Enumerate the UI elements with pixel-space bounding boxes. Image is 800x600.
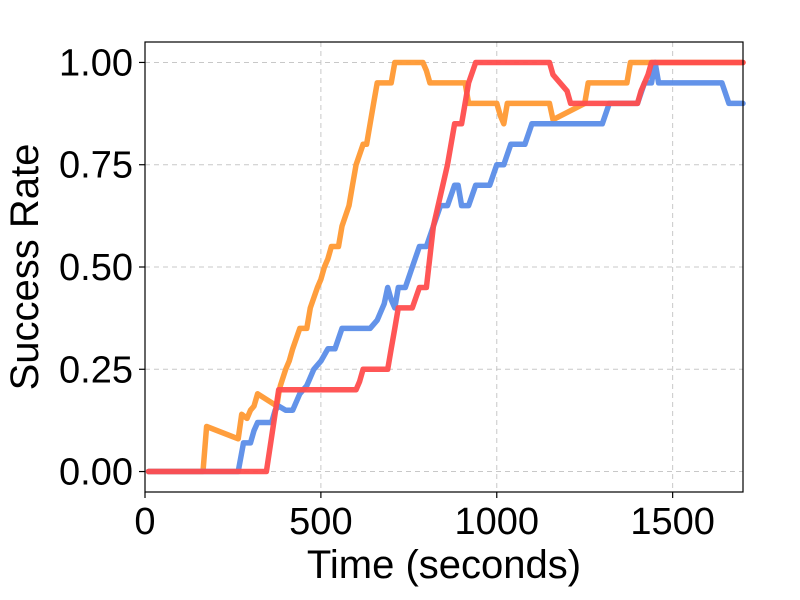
y-tick-label: 0.00: [59, 452, 133, 494]
axis-ticks: 0 500 1000 1500 0.00 0.25 0.50 0.75 1.00: [59, 42, 715, 543]
series-lines: [145, 59, 746, 475]
y-tick-label: 0.50: [59, 247, 133, 289]
x-tick-label: 0: [134, 501, 155, 543]
x-axis-label: Time (seconds): [307, 543, 581, 587]
grid-lines: [144, 42, 743, 492]
x-tick-label: 1000: [454, 501, 539, 543]
y-tick-label: 0.75: [59, 145, 133, 187]
series-line-3: [145, 59, 746, 475]
y-tick-label: 0.25: [59, 349, 133, 391]
x-tick-label: 1500: [630, 501, 715, 543]
x-tick-label: 500: [289, 501, 352, 543]
y-axis-label: Success Rate: [3, 144, 47, 391]
y-tick-label: 1.00: [59, 42, 133, 84]
